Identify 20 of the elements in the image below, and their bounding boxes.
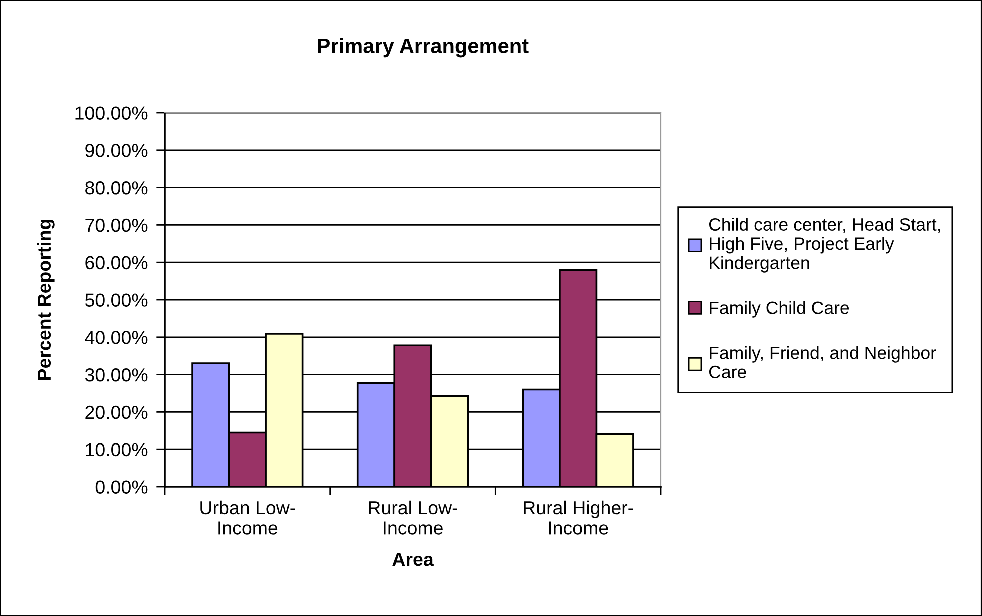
chart-title: Primary Arrangement xyxy=(318,38,529,58)
x-axis-title: Area xyxy=(392,553,434,566)
y-tick-label: 20.00% xyxy=(86,406,148,420)
y-tick-label: 50.00% xyxy=(85,294,148,307)
y-tick-label: 0.00% xyxy=(96,480,148,494)
legend-label: Family, Friend, and Neighbor Care xyxy=(709,346,936,379)
y-tick-label: 10.00% xyxy=(86,443,148,457)
y-tick-label: 30.00% xyxy=(85,368,148,382)
legend-label: Child care center, Head Start, High Five, Project Early Kindergarten xyxy=(709,218,940,273)
y-tick-label: 60.00% xyxy=(86,256,148,270)
y-tick-label: 70.00% xyxy=(86,218,148,232)
y-tick-label: 90.00% xyxy=(86,144,148,158)
legend-label: Family Child Care xyxy=(710,301,850,318)
x-tick-label: Rural Low- Income xyxy=(369,500,458,535)
x-tick-label: Rural Higher- Income xyxy=(524,500,634,535)
y-tick-label: 100.00% xyxy=(76,106,148,120)
y-tick-label: 80.00% xyxy=(86,182,148,195)
y-tick-label: 40.00% xyxy=(85,331,148,344)
y-axis-title: Percent Reporting xyxy=(37,220,55,380)
x-tick-label: Urban Low- Income xyxy=(200,500,296,535)
